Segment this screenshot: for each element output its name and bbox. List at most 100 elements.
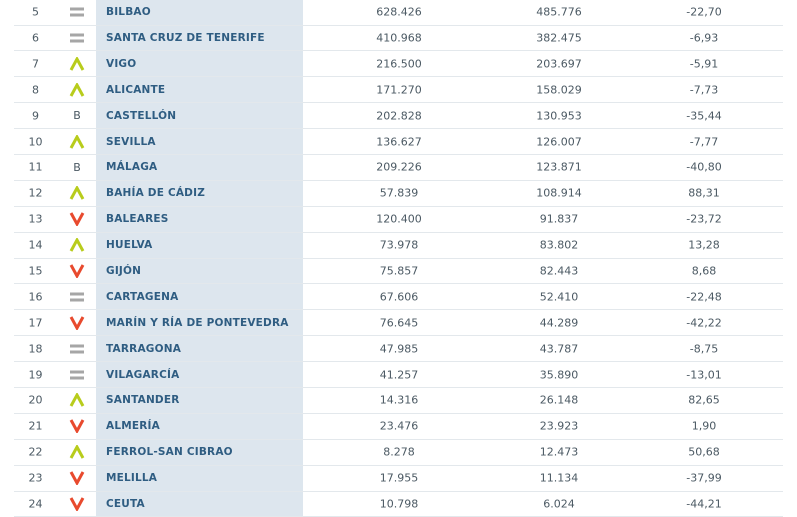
value-2021: 12.473 xyxy=(539,445,579,459)
value-2020: 120.400 xyxy=(376,212,422,226)
percent-change: -7,73 xyxy=(689,83,719,97)
name-cell-background xyxy=(96,387,303,413)
rank-cell: 17 xyxy=(28,316,43,330)
percent-change: 13,28 xyxy=(688,238,720,252)
value-2020: 76.645 xyxy=(379,316,419,330)
value-2020: 14.316 xyxy=(379,393,419,407)
percent-change: -8,75 xyxy=(689,342,719,356)
value-2020: 216.500 xyxy=(376,57,422,71)
port-name: CARTAGENA xyxy=(106,290,179,303)
table-row: 22 FERROL-SAN CIBRAO 8.278 12.473 50,68 xyxy=(14,439,783,466)
rank-cell: 11 xyxy=(28,160,43,174)
port-name: MARÍN Y RÍA DE PONTEVEDRA xyxy=(106,316,289,329)
rank-cell: 12 xyxy=(28,186,43,200)
value-2021: 35.890 xyxy=(539,368,579,382)
rank-cell: 10 xyxy=(28,135,43,148)
value-2021: 82.443 xyxy=(539,264,579,278)
percent-change: -40,80 xyxy=(686,160,722,174)
down-arrow-icon xyxy=(66,315,88,331)
port-name: SANTANDER xyxy=(106,394,180,407)
table-row: 21 ALMERÍA 23.476 23.923 1,90 xyxy=(14,413,783,440)
equal-icon xyxy=(66,30,88,46)
name-cell-background xyxy=(96,284,303,310)
value-2021: 203.697 xyxy=(536,57,582,71)
percent-change: -23,72 xyxy=(686,212,722,226)
value-2020: 75.857 xyxy=(379,264,419,278)
name-cell-background xyxy=(96,413,303,439)
down-arrow-icon xyxy=(66,211,88,227)
up-arrow-icon xyxy=(66,237,88,253)
port-name: VIGO xyxy=(106,57,137,70)
percent-change: -13,01 xyxy=(686,368,722,382)
percent-change: -42,22 xyxy=(686,316,722,330)
percent-change: -37,99 xyxy=(686,471,722,485)
name-cell-background xyxy=(96,258,303,284)
name-cell-background xyxy=(96,0,303,25)
percent-change: 8,68 xyxy=(691,264,717,278)
port-name: MÁLAGA xyxy=(106,161,158,174)
percent-change: 1,90 xyxy=(691,419,717,433)
port-name: SANTA CRUZ DE TENERIFE xyxy=(106,31,265,44)
value-2020: 410.968 xyxy=(376,31,422,45)
port-name: ALMERÍA xyxy=(106,420,160,433)
rank-cell: 16 xyxy=(28,290,43,304)
down-arrow-icon xyxy=(66,418,88,434)
rank-cell: 9 xyxy=(32,109,39,123)
name-cell-background xyxy=(96,310,303,336)
table-row: 18 TARRAGONA 47.985 43.787 -8,75 xyxy=(14,336,783,363)
percent-change: 88,31 xyxy=(688,186,720,200)
table-row: 13 BALEARES 120.400 91.837 -23,72 xyxy=(14,206,783,233)
value-2021: 108.914 xyxy=(536,186,582,200)
percent-change: 50,68 xyxy=(688,445,720,459)
port-name: CASTELLÓN xyxy=(106,109,177,122)
down-arrow-icon xyxy=(66,263,88,279)
name-cell-background xyxy=(96,362,303,387)
rank-cell: 6 xyxy=(32,31,39,45)
down-arrow-icon xyxy=(66,496,88,512)
table-row: 7 VIGO 216.500 203.697 -5,91 xyxy=(14,51,783,78)
port-name: BAHÍA DE CÁDIZ xyxy=(106,187,206,200)
value-2021: 485.776 xyxy=(536,5,582,19)
value-2020: 8.278 xyxy=(383,445,415,459)
table-row: 5 BILBAO 628.426 485.776 -22,70 xyxy=(14,0,783,26)
port-name: FERROL-SAN CIBRAO xyxy=(106,446,233,459)
indicator-letter: B xyxy=(73,109,81,123)
rank-cell: 24 xyxy=(28,497,43,511)
rank-cell: 23 xyxy=(28,471,43,485)
port-name: CEUTA xyxy=(106,497,145,510)
up-arrow-icon xyxy=(66,444,88,460)
name-cell-background xyxy=(96,25,303,51)
value-2021: 126.007 xyxy=(536,135,582,148)
table-row: 14 HUELVA 73.978 83.802 13,28 xyxy=(14,232,783,259)
rank-cell: 7 xyxy=(32,57,39,71)
percent-change: -7,77 xyxy=(689,135,719,148)
name-cell-background xyxy=(96,336,303,362)
rank-cell: 22 xyxy=(28,445,43,459)
percent-change: -6,93 xyxy=(689,31,719,45)
value-2020: 209.226 xyxy=(376,160,422,174)
value-2021: 52.410 xyxy=(539,290,579,304)
port-name: GIJÓN xyxy=(106,264,142,277)
port-name: TARRAGONA xyxy=(106,342,182,355)
name-cell-background xyxy=(96,180,303,206)
value-2020: 17.955 xyxy=(379,471,419,485)
rank-cell: 8 xyxy=(32,83,39,97)
rank-cell: 21 xyxy=(28,419,43,433)
table-row: 17 MARÍN Y RÍA DE PONTEVEDRA 76.645 44.289 -… xyxy=(14,310,783,337)
table-row: 24 CEUTA 10.798 6.024 -44,21 xyxy=(14,491,783,517)
ports-table: 5 BILBAO 628.426 485.776 -22,70 6 SANTA CRUZ D… xyxy=(14,0,783,517)
indicator-letter: B xyxy=(73,160,81,174)
percent-change: -35,44 xyxy=(686,109,722,123)
equal-icon xyxy=(66,4,88,20)
port-name: MELILLA xyxy=(106,472,158,485)
value-2020: 171.270 xyxy=(376,83,422,97)
rank-cell: 18 xyxy=(28,342,43,356)
value-2020: 628.426 xyxy=(376,5,422,19)
down-arrow-icon xyxy=(66,470,88,486)
name-cell-background xyxy=(96,129,303,154)
value-2021: 23.923 xyxy=(539,419,579,433)
value-2020: 136.627 xyxy=(376,135,422,148)
up-arrow-icon xyxy=(66,392,88,408)
table-row: 10 SEVILLA 136.627 126.007 -7,77 xyxy=(14,129,783,155)
percent-change: -22,48 xyxy=(686,290,722,304)
